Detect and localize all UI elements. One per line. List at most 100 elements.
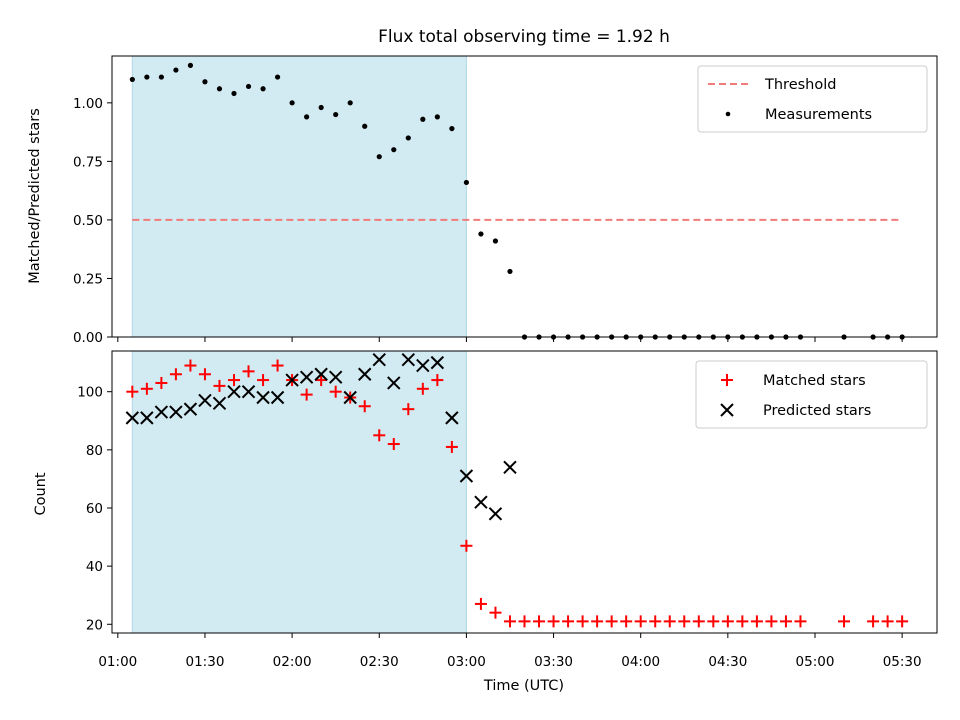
legend-matched-label: Matched stars [763,373,866,389]
measurement-point-23 [463,179,470,186]
measurement-point-26 [507,268,513,275]
predicted-point-13 [314,367,328,381]
predicted-point-19 [401,353,416,367]
x-tick-label-7: 04:30 [708,654,747,670]
matched-point-26 [503,615,516,628]
matched-point-48 [867,615,880,628]
predicted-point-5 [198,393,212,408]
matched-point-5 [198,368,211,381]
predicted-point-9 [256,390,270,405]
matched-point-49 [881,615,894,628]
predicted-point-0 [125,411,140,425]
x-tick-label-9: 05:30 [883,654,922,670]
matched-point-8 [242,365,255,378]
top-y-tick-label-2: 0.50 [73,213,103,229]
measurement-point-17 [376,154,382,160]
matched-point-19 [402,403,415,416]
bottom-axes-frame [111,350,938,634]
matched-point-38 [678,615,691,628]
bottom-marks [125,353,909,628]
bottom-y-tick-label-2: 60 [86,501,103,517]
measurement-point-13 [318,104,324,111]
measurement-point-15 [347,100,353,106]
predicted-point-25 [488,507,503,521]
measurement-point-19 [405,135,411,141]
x-tick-label-0: 01:00 [98,654,137,670]
measurement-point-9 [260,86,266,92]
predicted-point-20 [416,358,430,373]
chart-title: Flux total observing time = 1.92 h [378,27,670,47]
predicted-point-14 [328,370,343,384]
matched-point-45 [779,615,792,628]
measurement-point-3 [173,67,179,73]
top-y-axis-title: Matched/Predicted stars [27,108,43,284]
matched-point-18 [387,438,400,451]
predicted-point-23 [459,469,474,483]
measurement-point-8 [245,83,252,90]
top-y-tick-label-1: 0.25 [73,271,103,287]
top-y-axis: 0.00 0.25 0.50 0.75 1.00 [73,96,112,346]
legend-predicted-swatch [720,403,734,417]
matched-point-35 [634,615,647,628]
matched-point-21 [431,374,444,387]
matched-point-30 [562,615,575,628]
top-legend: Threshold Measurements [697,65,928,133]
predicted-point-21 [430,355,445,370]
top-y-tick-label-4: 1.00 [73,96,103,112]
matched-point-36 [649,615,662,628]
measurement-point-24 [478,231,484,237]
x-axis-title: Time (UTC) [483,678,564,694]
matched-point-32 [591,615,604,628]
matched-point-1 [140,382,153,395]
matched-point-0 [126,385,139,398]
predicted-point-10 [270,390,285,405]
matched-point-2 [155,376,168,389]
matched-point-50 [896,615,909,628]
predicted-point-24 [474,495,488,509]
predicted-point-17 [372,353,386,367]
measurement-point-6 [216,86,223,92]
measurement-point-18 [391,147,397,153]
legend-measurements-label: Measurements [765,107,872,123]
matched-point-4 [184,359,197,372]
measurement-point-20 [420,116,426,122]
matched-point-44 [765,615,778,628]
matched-point-24 [474,597,487,610]
bottom-y-tick-label-0: 20 [86,617,103,633]
matched-point-39 [692,615,705,628]
measurement-point-10 [274,74,281,80]
matched-point-41 [721,615,734,628]
measurement-point-0 [129,76,135,83]
measurement-point-14 [333,111,339,118]
matched-point-22 [445,440,458,453]
bottom-legend-box [695,360,928,429]
x-tick-label-1: 01:30 [186,654,225,670]
measurement-point-12 [304,114,310,120]
predicted-point-6 [212,396,227,411]
measurement-point-2 [158,74,164,80]
matched-point-14 [329,385,342,398]
x-tick-label-2: 02:00 [273,654,312,670]
predicted-point-15 [343,390,357,405]
x-tick-label-3: 02:30 [360,654,399,670]
top-x-ticks [117,337,903,342]
predicted-point-16 [358,367,372,381]
predicted-point-4 [183,402,198,416]
predicted-point-26 [503,460,517,474]
bottom-legend: Matched stars Predicted stars [695,360,928,429]
legend-measurements-swatch [725,111,731,117]
bottom-y-tick-label-3: 80 [86,443,103,459]
matched-point-42 [736,615,749,628]
matched-point-33 [605,615,618,628]
top-axes-frame [111,55,938,338]
matched-point-47 [838,615,851,628]
predicted-point-3 [169,405,183,419]
measurement-point-5 [202,79,208,85]
predicted-point-22 [445,411,459,425]
measurement-point-11 [289,100,295,106]
legend-matched-swatch [721,374,733,386]
bottom-shaded-region [131,350,467,634]
x-tick-label-4: 03:00 [447,654,486,670]
matched-point-16 [358,400,371,413]
matched-point-25 [489,606,502,619]
